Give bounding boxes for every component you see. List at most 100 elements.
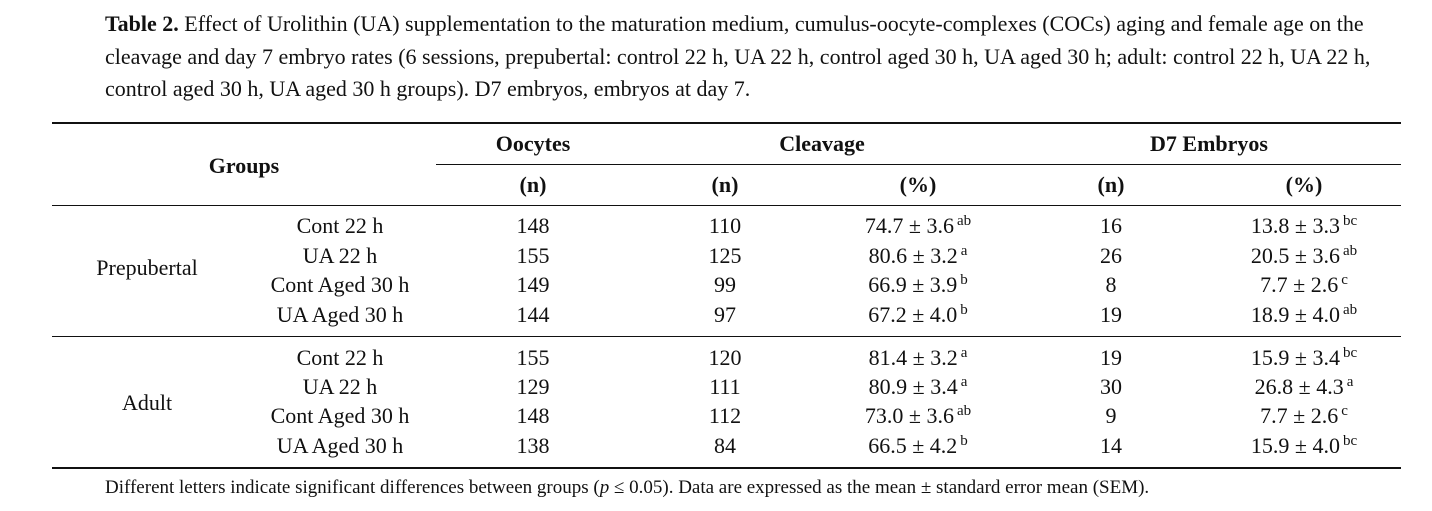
header-oocytes: Oocytes	[495, 131, 571, 156]
group-label: UA Aged 30 h	[276, 433, 404, 458]
oocytes-n: 155	[516, 243, 550, 268]
group-label: Cont Aged 30 h	[270, 272, 410, 297]
cleavage-significance: a	[960, 374, 968, 390]
section-label-adult: Adult	[121, 390, 173, 415]
cleavage-pct-value: 80.6 ± 3.2	[868, 243, 958, 268]
cleavage-n: 125	[708, 243, 742, 268]
footnote-p-symbol: p	[599, 477, 610, 498]
header-cleavage-pct: (%)	[899, 172, 937, 197]
caption-text: Effect of Urolithin (UA) supplementation…	[105, 11, 1371, 101]
header-d7-embryos: D7 Embryos	[1150, 131, 1268, 156]
caption-label: Table 2.	[105, 11, 179, 36]
d7-pct-value: 15.9 ± 4.0	[1250, 433, 1340, 458]
d7-n: 16	[1100, 213, 1122, 238]
d7-significance: bc	[1342, 213, 1358, 229]
d7-pct: 7.7 ± 2.6 c	[1204, 272, 1404, 301]
group-label: UA 22 h	[302, 243, 378, 268]
header-bottom-rule	[52, 205, 1401, 206]
cleavage-n: 120	[708, 345, 742, 370]
cleavage-pct: 73.0 ± 3.6 ab	[818, 403, 1018, 432]
cleavage-significance: b	[960, 433, 968, 449]
cleavage-pct: 81.4 ± 3.2 a	[818, 345, 1018, 374]
header-d7-pct: (%)	[1285, 172, 1323, 197]
d7-pct: 26.8 ± 4.3 a	[1204, 374, 1404, 403]
cleavage-pct: 66.5 ± 4.2 b	[818, 433, 1018, 462]
cleavage-n: 84	[714, 433, 736, 458]
section-divider-rule	[52, 336, 1401, 337]
d7-n: 19	[1100, 345, 1122, 370]
d7-n: 9	[1105, 403, 1117, 428]
oocytes-n: 129	[516, 374, 550, 399]
d7-significance: c	[1341, 272, 1348, 288]
header-cleavage: Cleavage	[779, 131, 865, 156]
header-cleavage-n: (n)	[711, 172, 739, 197]
cleavage-significance: ab	[956, 403, 972, 419]
cleavage-n: 111	[709, 374, 741, 399]
footnote-text-end: ≤ 0.05). Data are expressed as the mean …	[609, 477, 1150, 498]
group-label: Cont 22 h	[296, 345, 384, 370]
oocytes-n: 149	[516, 272, 550, 297]
oocytes-n: 155	[516, 345, 550, 370]
table-bottom-rule	[52, 467, 1401, 469]
oocytes-n: 138	[516, 433, 550, 458]
d7-pct: 15.9 ± 4.0 bc	[1204, 433, 1404, 462]
section-label-prepubertal: Prepubertal	[96, 255, 198, 280]
cleavage-pct: 80.9 ± 3.4 a	[818, 374, 1018, 403]
cleavage-significance: a	[960, 345, 968, 361]
d7-n: 19	[1100, 302, 1122, 327]
cleavage-significance: b	[960, 272, 968, 288]
d7-pct: 15.9 ± 3.4 bc	[1204, 345, 1404, 374]
cleavage-n: 99	[714, 272, 736, 297]
d7-pct-value: 7.7 ± 2.6	[1260, 403, 1339, 428]
d7-pct: 7.7 ± 2.6 c	[1204, 403, 1404, 432]
cleavage-pct: 67.2 ± 4.0 b	[818, 302, 1018, 331]
cleavage-pct-value: 66.5 ± 4.2	[868, 433, 958, 458]
group-label: Cont 22 h	[296, 213, 384, 238]
group-label: UA Aged 30 h	[276, 302, 404, 327]
table-footnote: Different letters indicate significant d…	[105, 476, 1149, 500]
oocytes-n: 144	[516, 302, 550, 327]
d7-significance: bc	[1342, 433, 1358, 449]
header-d7-n: (n)	[1097, 172, 1125, 197]
d7-pct-value: 15.9 ± 3.4	[1250, 345, 1340, 370]
d7-pct-value: 26.8 ± 4.3	[1254, 374, 1344, 399]
cleavage-pct-value: 81.4 ± 3.2	[868, 345, 958, 370]
d7-pct-value: 13.8 ± 3.3	[1250, 213, 1340, 238]
header-groups: Groups	[208, 153, 280, 178]
d7-significance: ab	[1342, 243, 1358, 259]
cleavage-n: 97	[714, 302, 736, 327]
d7-n: 14	[1100, 433, 1122, 458]
cleavage-pct: 74.7 ± 3.6 ab	[818, 213, 1018, 242]
oocytes-n: 148	[516, 403, 550, 428]
footnote-text-start: Different letters indicate significant d…	[105, 477, 600, 498]
d7-significance: bc	[1342, 345, 1358, 361]
cleavage-pct-value: 74.7 ± 3.6	[864, 213, 954, 238]
cleavage-pct-value: 73.0 ± 3.6	[864, 403, 954, 428]
cleavage-pct-value: 80.9 ± 3.4	[868, 374, 958, 399]
d7-significance: c	[1341, 403, 1348, 419]
cleavage-pct-value: 66.9 ± 3.9	[868, 272, 958, 297]
cleavage-n: 110	[708, 213, 742, 238]
d7-significance: ab	[1342, 302, 1358, 318]
d7-pct-value: 20.5 ± 3.6	[1250, 243, 1340, 268]
cleavage-significance: a	[960, 243, 968, 259]
cleavage-pct: 66.9 ± 3.9 b	[818, 272, 1018, 301]
d7-n: 26	[1100, 243, 1122, 268]
cleavage-pct-value: 67.2 ± 4.0	[868, 302, 958, 327]
d7-n: 8	[1105, 272, 1117, 297]
cleavage-significance: ab	[956, 213, 972, 229]
d7-pct-value: 7.7 ± 2.6	[1260, 272, 1339, 297]
header-sub-rule	[436, 164, 1401, 165]
d7-pct: 13.8 ± 3.3 bc	[1204, 213, 1404, 242]
table-caption: Table 2. Effect of Urolithin (UA) supple…	[105, 8, 1405, 106]
oocytes-n: 148	[516, 213, 550, 238]
table-top-rule	[52, 122, 1401, 124]
d7-pct: 18.9 ± 4.0 ab	[1204, 302, 1404, 331]
d7-pct-value: 18.9 ± 4.0	[1250, 302, 1340, 327]
group-label: Cont Aged 30 h	[270, 403, 410, 428]
header-oocytes-n: (n)	[519, 172, 547, 197]
d7-pct: 20.5 ± 3.6 ab	[1204, 243, 1404, 272]
group-label: UA 22 h	[302, 374, 378, 399]
cleavage-n: 112	[708, 403, 742, 428]
d7-significance: a	[1346, 374, 1354, 390]
